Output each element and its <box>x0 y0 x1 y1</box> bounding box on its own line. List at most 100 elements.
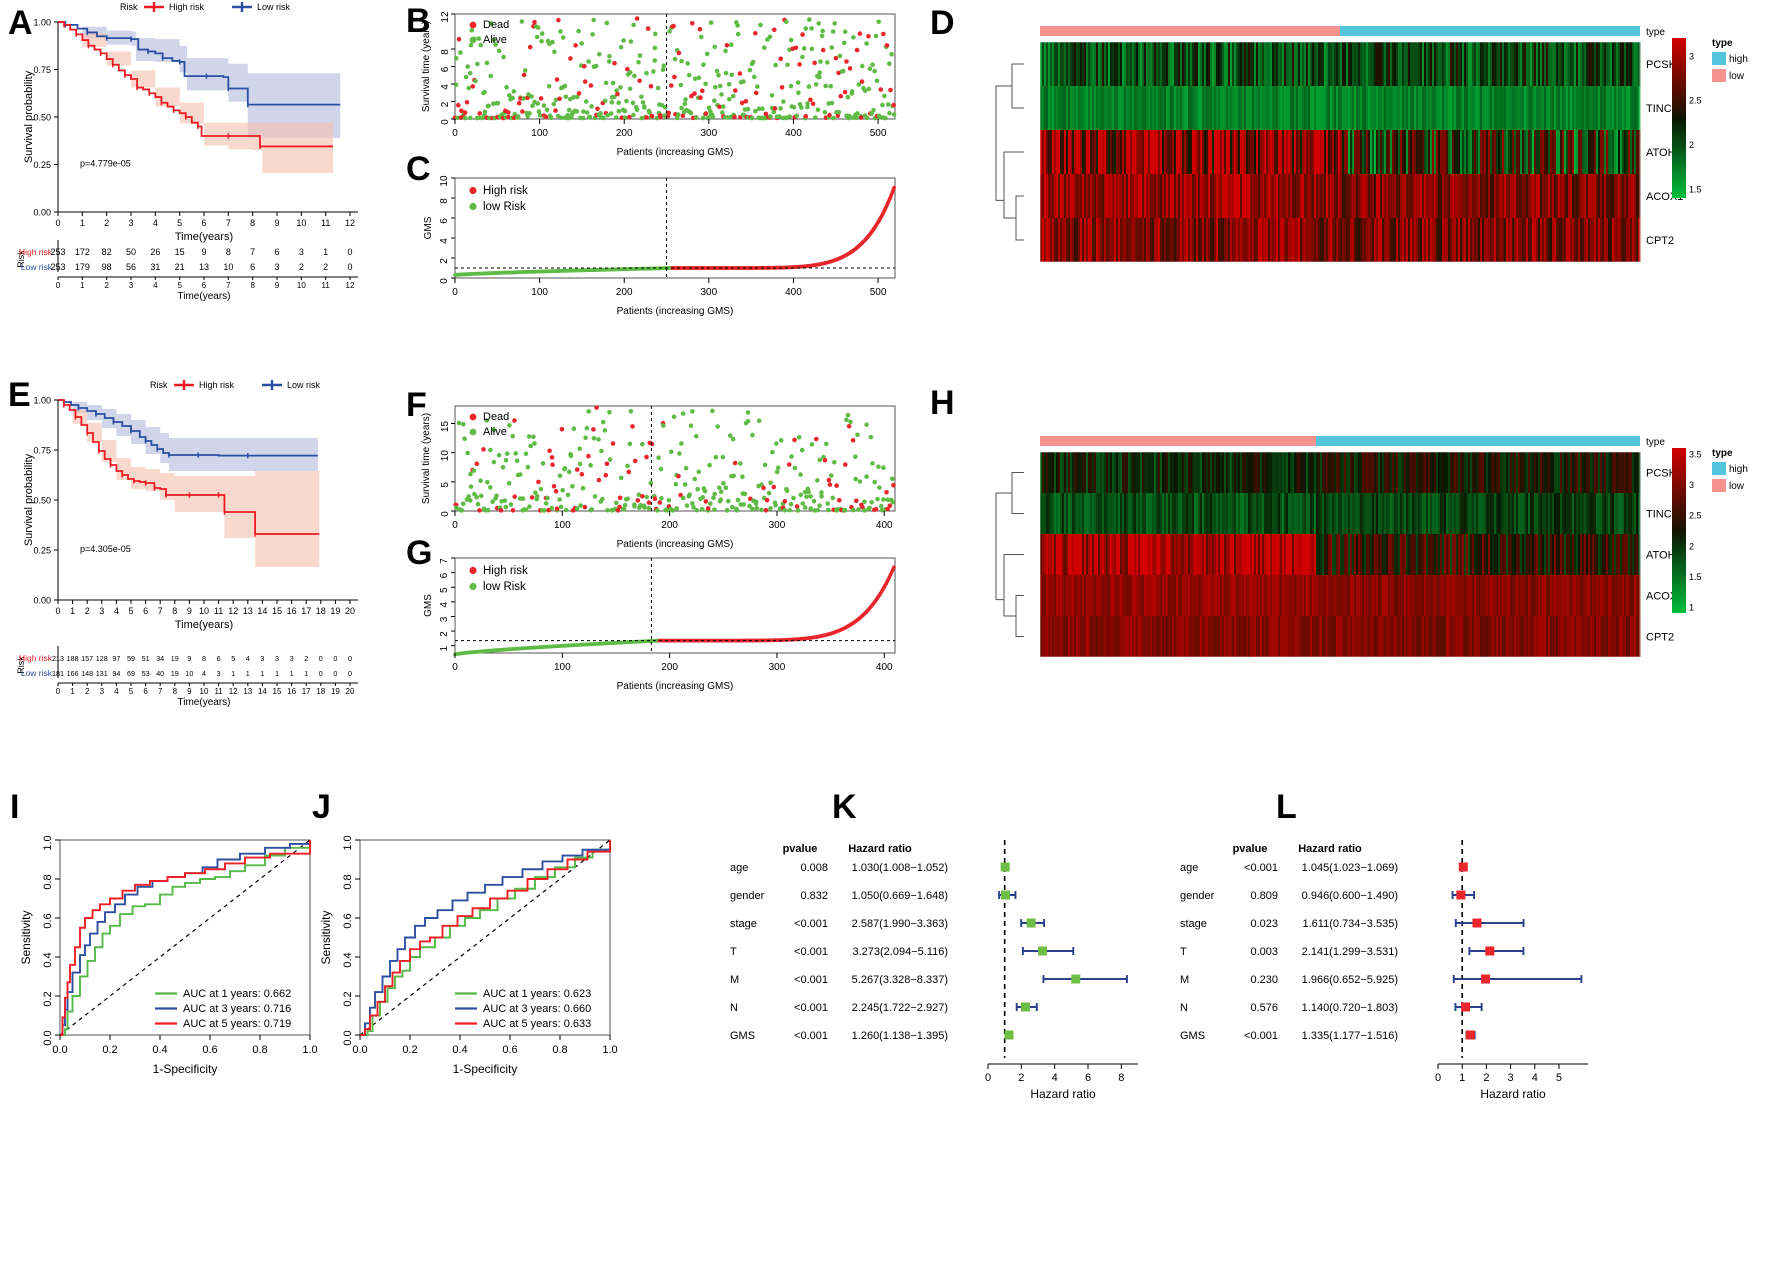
point-dead <box>698 95 703 100</box>
heatmap-cell <box>1452 493 1455 534</box>
point-alive <box>683 97 688 102</box>
heatmap-cell <box>1414 493 1417 534</box>
heatmap-cell <box>1342 86 1345 130</box>
point-dead <box>521 72 527 78</box>
point-alive <box>729 72 735 78</box>
heatmap-cell <box>1600 130 1603 174</box>
heatmap-cell <box>1582 534 1585 575</box>
x-tick-label: 11 <box>321 218 330 228</box>
heatmap-cell <box>1420 218 1423 262</box>
heatmap-cell <box>1168 218 1171 262</box>
point-alive <box>837 53 843 59</box>
heatmap-cell <box>1294 534 1297 575</box>
risk-x-axis-label: Time(years) <box>178 697 231 708</box>
heatmap-cell <box>1100 452 1103 493</box>
heatmap-cell <box>1096 534 1099 575</box>
heatmap-cell <box>1320 130 1323 174</box>
heatmap-cell <box>1328 86 1331 130</box>
heatmap-cell <box>1064 452 1067 493</box>
heatmap-cell <box>1470 534 1473 575</box>
heatmap-cell <box>1494 534 1497 575</box>
heatmap-cell <box>1104 130 1107 174</box>
heatmap-cell <box>1236 575 1239 616</box>
heatmap-cell <box>1596 42 1599 86</box>
x-tick-label: 7 <box>226 218 231 228</box>
heatmap-cell <box>1340 452 1343 493</box>
point-alive <box>756 418 762 423</box>
heatmap-cell <box>1546 218 1549 262</box>
heatmap-cell <box>1462 130 1465 174</box>
heatmap-cell <box>1558 218 1561 262</box>
heatmap-cell <box>1590 493 1593 534</box>
heatmap-cell <box>1370 493 1373 534</box>
heatmap-cell <box>1410 452 1413 493</box>
panel-c-gms-plot: High risk low Risk 0 2 4 6 8 10 0 100 200 300 400 500… <box>400 150 920 330</box>
heatmap-cell <box>1216 493 1219 534</box>
legend-dot <box>469 428 477 436</box>
point-alive <box>552 49 557 55</box>
heatmap-cell <box>1222 534 1225 575</box>
heatmap-cell <box>1076 218 1079 262</box>
heatmap-cell <box>1558 452 1561 493</box>
y-tick-label: 0.00 <box>33 596 51 606</box>
heatmap-cell <box>1212 130 1215 174</box>
heatmap-cell <box>1630 534 1633 575</box>
heatmap-cell <box>1604 86 1607 130</box>
point-alive <box>559 115 564 121</box>
heatmap-cell <box>1332 174 1335 218</box>
heatmap-cell <box>1588 86 1591 130</box>
heatmap-cell <box>1616 218 1619 262</box>
y-tick-label: 0.50 <box>33 496 51 506</box>
heatmap-cell <box>1258 174 1261 218</box>
heatmap-cell <box>1360 218 1363 262</box>
heatmap-cell <box>1634 452 1637 493</box>
heatmap-cell <box>1128 218 1131 262</box>
point-dead <box>512 418 517 423</box>
point-alive <box>807 17 812 22</box>
heatmap-cell <box>1168 174 1171 218</box>
heatmap-cell <box>1538 86 1541 130</box>
point-alive <box>456 420 462 426</box>
heatmap-cell <box>1594 575 1597 616</box>
heatmap-cell <box>1578 130 1581 174</box>
heatmap-cell <box>1146 130 1149 174</box>
point-alive <box>867 505 872 511</box>
heatmap-cell <box>1590 130 1593 174</box>
heatmap-cell <box>1458 452 1461 493</box>
heatmap-cell <box>1456 86 1459 130</box>
heatmap-cell <box>1324 452 1327 493</box>
point-alive <box>618 475 624 481</box>
heatmap-cell <box>1352 575 1355 616</box>
plot-frame <box>454 405 896 512</box>
heatmap-cell <box>1552 42 1555 86</box>
heatmap-cell <box>1242 534 1245 575</box>
heatmap-cell <box>1610 493 1613 534</box>
heatmap-cell <box>1106 130 1109 174</box>
heatmap-cell <box>1430 575 1433 616</box>
heatmap-cell <box>1442 42 1445 86</box>
heatmap-cell <box>1564 575 1567 616</box>
heatmap-cell <box>1074 575 1077 616</box>
heatmap-cell <box>1042 42 1045 86</box>
heatmap-cell <box>1592 452 1595 493</box>
heatmap-cell <box>1466 86 1469 130</box>
heatmap-cell <box>1110 218 1113 262</box>
heatmap-cell <box>1550 42 1553 86</box>
heatmap-cell <box>1208 575 1211 616</box>
type-legend-swatch-high <box>1712 52 1726 65</box>
point-alive <box>494 493 499 499</box>
heatmap-cell <box>1388 575 1391 616</box>
heatmap-cell <box>1420 42 1423 86</box>
heatmap-cell <box>1042 218 1045 262</box>
heatmap-cell <box>1052 452 1055 493</box>
heatmap-cell <box>1212 575 1215 616</box>
heatmap-cell <box>1260 575 1263 616</box>
point-alive <box>688 110 694 116</box>
heatmap-cell <box>1358 493 1361 534</box>
heatmap-cell <box>1164 534 1167 575</box>
x-tick-label: 0 <box>452 662 458 673</box>
heatmap-cell <box>1250 452 1253 493</box>
heatmap-cell <box>1052 534 1055 575</box>
heatmap-cell <box>1050 493 1053 534</box>
heatmap-cell <box>1252 130 1255 174</box>
